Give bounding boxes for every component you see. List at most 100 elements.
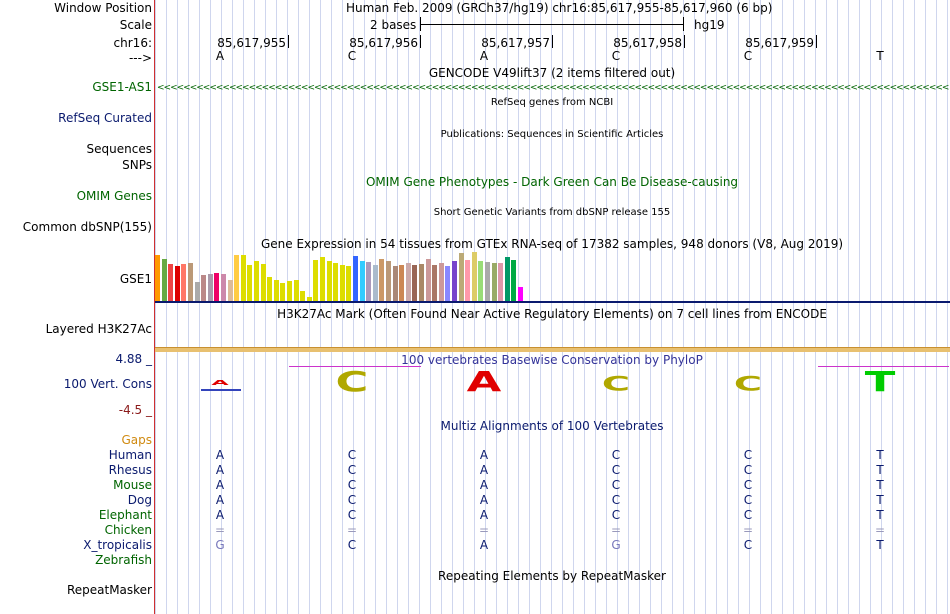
alignment-base: T: [876, 448, 884, 462]
gse1-as1-gene-feature[interactable]: <<<<<<<<<<<<<<<<<<<<<<<<<<<<<<<<<<<<<<<<…: [157, 83, 949, 93]
gtex-tissue-bar[interactable]: [419, 264, 424, 301]
gtex-tissue-bar[interactable]: [452, 261, 457, 301]
gtex-tissue-bar[interactable]: [372, 265, 378, 301]
gtex-tissue-bar[interactable]: [471, 252, 477, 301]
gtex-tissue-bar[interactable]: [445, 266, 451, 301]
gtex-tissue-bar[interactable]: [392, 266, 398, 301]
strand-arrow: --->: [128, 51, 152, 65]
phylop-track-label[interactable]: 100 Vert. Cons: [63, 377, 152, 391]
gtex-tissue-bar[interactable]: [405, 263, 411, 301]
gtex-tissue-bar[interactable]: [254, 261, 259, 301]
gtex-track-title[interactable]: Gene Expression in 54 tissues from GTEx …: [260, 237, 844, 251]
gaps-label[interactable]: Gaps: [121, 433, 152, 447]
gtex-tissue-bar[interactable]: [359, 261, 365, 301]
gtex-tissue-bar[interactable]: [399, 265, 405, 301]
gtex-tissue-bar[interactable]: [518, 287, 523, 301]
gtex-tissue-bar[interactable]: [333, 263, 339, 301]
phylop-track-title[interactable]: 100 vertebrates Basewise Conservation by…: [401, 353, 703, 367]
gencode-track-label[interactable]: GSE1-AS1: [92, 80, 152, 94]
snps-track-label[interactable]: SNPs: [122, 158, 152, 172]
gtex-tissue-bar[interactable]: [432, 265, 438, 301]
publications-track-title[interactable]: Publications: Sequences in Scientific Ar…: [440, 129, 664, 140]
alignment-base: T: [876, 538, 884, 552]
gtex-tissue-bar[interactable]: [412, 265, 418, 301]
alignment-base: C: [743, 448, 753, 462]
gtex-tissue-bar[interactable]: [227, 280, 233, 301]
gtex-expression-chart[interactable]: [155, 252, 535, 301]
gtex-tissue-bar[interactable]: [346, 266, 352, 301]
gtex-tissue-bar[interactable]: [293, 280, 299, 301]
scale-assembly: hg19: [694, 18, 725, 32]
gtex-tissue-bar[interactable]: [247, 265, 253, 301]
gtex-tissue-bar[interactable]: [326, 261, 332, 301]
gtex-tissue-bar[interactable]: [194, 282, 200, 301]
gtex-tissue-bar[interactable]: [504, 257, 510, 301]
gtex-tissue-bar[interactable]: [234, 255, 240, 301]
gtex-tissue-bar[interactable]: [221, 274, 226, 301]
species-label[interactable]: X_tropicalis: [83, 538, 152, 552]
gencode-track-title[interactable]: GENCODE V49lift37 (2 items filtered out): [428, 66, 676, 80]
gtex-tissue-bar[interactable]: [300, 291, 306, 301]
gtex-tissue-bar[interactable]: [339, 265, 345, 301]
gtex-tissue-bar[interactable]: [511, 260, 517, 301]
species-label[interactable]: Chicken: [104, 523, 152, 537]
repeatmasker-track-label[interactable]: RepeatMasker: [66, 583, 152, 597]
refseq-track-label[interactable]: RefSeq Curated: [58, 111, 152, 125]
gtex-tissue-bar[interactable]: [168, 264, 174, 301]
gtex-tissue-bar[interactable]: [240, 255, 246, 301]
gtex-tissue-bar[interactable]: [260, 264, 266, 301]
gtex-tissue-bar[interactable]: [425, 259, 431, 301]
gtex-tissue-bar[interactable]: [478, 261, 484, 301]
alignment-base: T: [876, 478, 884, 492]
gtex-tissue-bar[interactable]: [379, 259, 385, 301]
gtex-tissue-bar[interactable]: [320, 257, 325, 301]
multiz-track-title[interactable]: Multiz Alignments of 100 Vertebrates: [440, 419, 664, 433]
gtex-tissue-bar[interactable]: [386, 261, 391, 301]
gtex-tissue-bar[interactable]: [161, 259, 167, 301]
species-label[interactable]: Dog: [127, 493, 152, 507]
repeatmasker-track-title[interactable]: Repeating Elements by RepeatMasker: [438, 569, 666, 583]
omim-track-title[interactable]: OMIM Gene Phenotypes - Dark Green Can Be…: [365, 175, 739, 189]
dbsnp-track-title[interactable]: Short Genetic Variants from dbSNP releas…: [433, 207, 671, 218]
gtex-tissue-bar[interactable]: [491, 263, 497, 301]
omim-track-label[interactable]: OMIM Genes: [76, 189, 152, 203]
species-label[interactable]: Mouse: [113, 478, 152, 492]
gtex-tissue-bar[interactable]: [188, 263, 193, 301]
gtex-tissue-bar[interactable]: [214, 273, 220, 301]
phylop-max: 4.88 _: [115, 352, 152, 366]
gtex-tissue-bar[interactable]: [155, 255, 160, 301]
gtex-tissue-bar[interactable]: [465, 260, 471, 301]
alignment-base: A: [215, 478, 225, 492]
gtex-tissue-bar[interactable]: [485, 262, 490, 301]
dbsnp-track-label[interactable]: Common dbSNP(155): [22, 220, 152, 234]
gtex-tissue-bar[interactable]: [201, 275, 207, 301]
h3k27ac-track-title[interactable]: H3K27Ac Mark (Often Found Near Active Re…: [277, 307, 827, 321]
reference-base: C: [743, 49, 753, 63]
gtex-tissue-bar[interactable]: [280, 283, 286, 301]
gtex-tissue-bar[interactable]: [498, 263, 504, 301]
gtex-tissue-bar[interactable]: [366, 262, 372, 301]
phylop-baseline-left: [289, 366, 421, 367]
gtex-tissue-bar[interactable]: [181, 264, 187, 301]
species-label[interactable]: Human: [108, 448, 152, 462]
gtex-tissue-bar[interactable]: [313, 260, 319, 301]
gtex-tissue-bar[interactable]: [353, 256, 358, 301]
gtex-tissue-bar[interactable]: [306, 297, 312, 301]
gtex-tissue-bar[interactable]: [287, 281, 292, 301]
alignment-base: C: [611, 448, 621, 462]
gtex-tissue-bar[interactable]: [438, 263, 444, 301]
gtex-track-label[interactable]: GSE1: [119, 272, 152, 286]
species-label[interactable]: Zebrafish: [95, 553, 152, 567]
gtex-tissue-bar[interactable]: [267, 277, 273, 301]
ruler-tick: [552, 35, 553, 48]
gtex-tissue-bar[interactable]: [273, 280, 279, 301]
species-label[interactable]: Elephant: [98, 508, 152, 522]
gtex-tissue-bar[interactable]: [174, 266, 180, 301]
sequences-track-label[interactable]: Sequences: [86, 142, 152, 156]
h3k27ac-track-label[interactable]: Layered H3K27Ac: [45, 322, 152, 336]
species-label[interactable]: Rhesus: [108, 463, 152, 477]
gtex-tissue-bar[interactable]: [458, 253, 464, 301]
refseq-track-title[interactable]: RefSeq genes from NCBI: [490, 97, 614, 108]
gtex-tissue-bar[interactable]: [207, 274, 213, 301]
reference-base: A: [479, 49, 489, 63]
